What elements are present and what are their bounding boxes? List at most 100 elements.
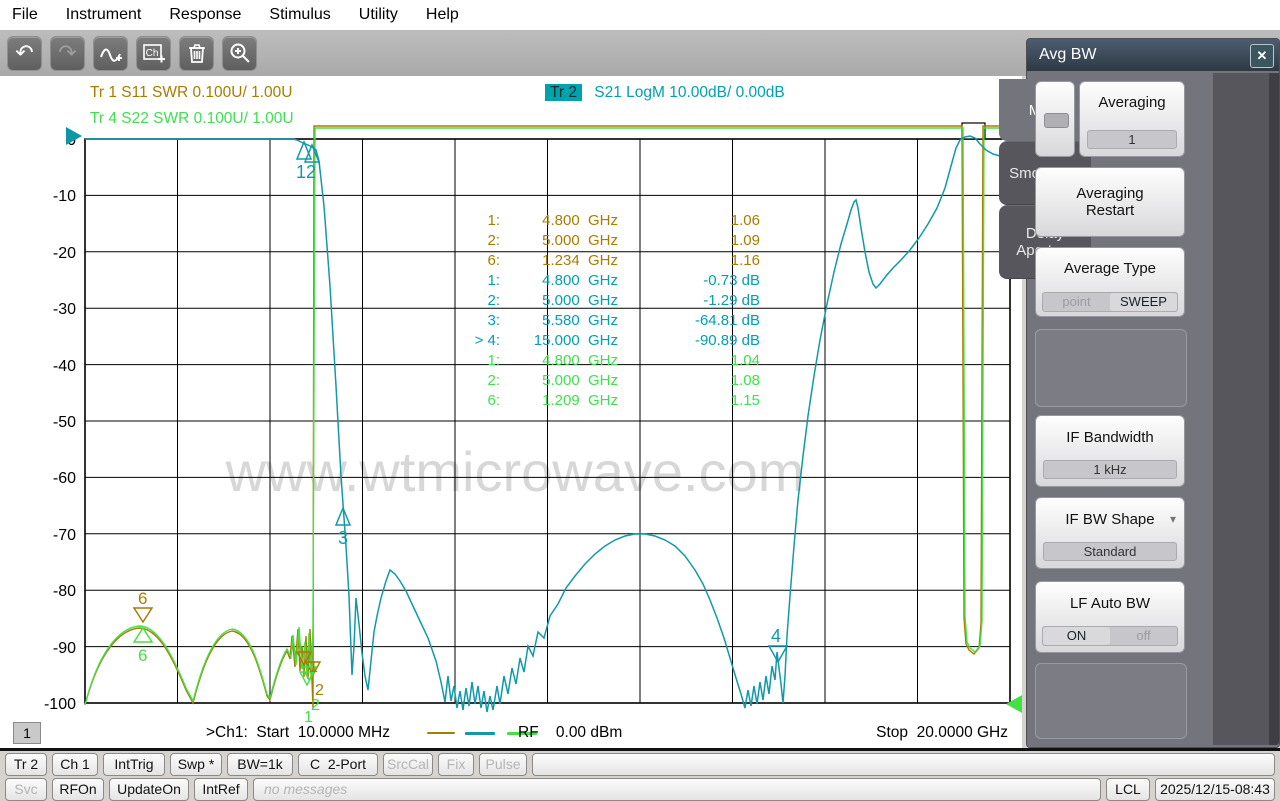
channel-rf-power-label[interactable]: RF 0.00 dBm [518, 724, 623, 741]
panel-close-button[interactable]: ✕ [1250, 44, 1274, 68]
trace-tr4-s22-swr [84, 127, 1010, 706]
marker-tr1-6[interactable] [132, 607, 154, 624]
status-trace-button[interactable]: Tr 2 [5, 752, 47, 776]
status-rf-button[interactable]: RFOn [52, 777, 104, 801]
status-trigger-button[interactable]: IntTrig [103, 752, 165, 776]
svg-text:-80: -80 [53, 583, 76, 600]
status-ref-button[interactable]: IntRef [194, 777, 248, 801]
lf-auto-bw-toggle[interactable]: ON off [1042, 626, 1178, 646]
menu-response[interactable]: Response [169, 6, 242, 23]
panel-placeholder-2 [1035, 663, 1187, 739]
status-update-button[interactable]: UpdateOn [109, 777, 189, 801]
marker-row: 3: 5.580 GHz -64.81 dB [487, 312, 760, 329]
status-pulse-button: Pulse [479, 752, 527, 776]
status-sweep-button[interactable]: Swp * [170, 752, 222, 776]
tr2-trace-swatch [465, 732, 495, 735]
legend-tr4: Tr 4 S22 SWR 0.100U/ 1.00U [90, 110, 294, 128]
marker-tr2-1[interactable] [295, 140, 313, 160]
undo-icon: ↶ [15, 40, 34, 65]
marker-row: 2: 5.000 GHz -1.29 dB [487, 292, 760, 309]
menu-bar: File Instrument Response Stimulus Utilit… [0, 0, 1280, 30]
close-icon: ✕ [1256, 48, 1268, 63]
marker-label-12: 12 [296, 162, 316, 182]
legend-tr1: Tr 1 S11 SWR 0.100U/ 1.00U [90, 84, 292, 102]
legend-tr1-desc: S11 SWR 0.100U/ 1.00U [116, 84, 293, 101]
marker-label-6-green: 6 [138, 646, 147, 665]
panel-edge-strip [1269, 73, 1279, 745]
status-svc-button: Svc [5, 777, 47, 801]
lf-auto-bw-button[interactable]: LF Auto BW ON off [1035, 581, 1185, 653]
chevron-down-icon: ▾ [1169, 512, 1176, 526]
trash-icon [188, 44, 205, 63]
marker-tr2-4[interactable] [767, 645, 789, 664]
averaging-button[interactable]: Averaging 1 [1079, 81, 1185, 157]
if-bandwidth-button[interactable]: IF Bandwidth 1 kHz [1035, 415, 1185, 487]
averaging-led-indicator [1044, 113, 1069, 128]
marker-tr4-2[interactable] [300, 666, 318, 682]
tr4-trace-swatch [507, 732, 537, 735]
marker-label-2-green: 2 [311, 697, 320, 714]
menu-instrument[interactable]: Instrument [65, 6, 142, 23]
redo-button[interactable]: ↷ [50, 35, 85, 71]
marker-tr2-2[interactable] [303, 143, 321, 163]
add-trace-button[interactable] [93, 35, 128, 71]
if-bandwidth-label: IF Bandwidth [1066, 429, 1154, 446]
averaging-restart-button[interactable]: Averaging Restart [1035, 167, 1185, 237]
marker-row: 1: 4.800 GHz 1.04 [487, 352, 760, 369]
average-type-toggle[interactable]: point SWEEP [1042, 292, 1178, 312]
lf-auto-bw-off-option[interactable]: off [1136, 628, 1151, 643]
marker-tr4-6[interactable] [132, 626, 154, 643]
status-fix-button: Fix [438, 752, 474, 776]
menu-utility[interactable]: Utility [358, 6, 398, 23]
marker-row: 6: 1.234 GHz 1.16 [487, 252, 760, 269]
if-bw-shape-button[interactable]: IF BW Shape ▾ Standard [1035, 497, 1185, 569]
marker-row: 1: 4.800 GHz 1.06 [487, 212, 760, 229]
panel-tab-column [1213, 73, 1279, 745]
status-srccal-button: SrcCal [383, 752, 433, 776]
svg-text:-20: -20 [53, 245, 76, 262]
menu-file[interactable]: File [12, 6, 38, 23]
marker-tr2-3[interactable] [334, 506, 352, 526]
marker-row: 2: 5.000 GHz 1.09 [487, 232, 760, 249]
tr1-trace-swatch [427, 732, 455, 734]
if-bw-shape-value: Standard [1043, 542, 1177, 561]
add-channel-button[interactable]: Ch [136, 35, 171, 71]
average-type-label: Average Type [1063, 260, 1156, 277]
status-datetime: 2025/12/15-08:43 [1155, 777, 1275, 801]
divider [0, 748, 1280, 751]
svg-text:-30: -30 [53, 301, 76, 318]
lf-auto-bw-on-option[interactable]: ON [1043, 627, 1110, 645]
marker-tr1-1[interactable] [295, 651, 313, 667]
channel-start-label[interactable]: >Ch1: Start 10.0000 MHz [206, 724, 390, 741]
average-type-button[interactable]: Average Type point SWEEP [1035, 247, 1185, 317]
legend-tr2-active-chip[interactable]: Tr 2 [545, 84, 582, 101]
panel-placeholder-1 [1035, 329, 1187, 407]
averaging-value: 1 [1087, 130, 1177, 149]
marker-row-active: > 4: 15.000 GHz -90.89 dB [474, 332, 760, 349]
average-type-point-option[interactable]: point [1062, 294, 1091, 309]
undo-button[interactable]: ↶ [7, 35, 42, 71]
menu-stimulus[interactable]: Stimulus [269, 6, 331, 23]
marker-tr1-2[interactable] [304, 661, 322, 677]
panel-title-bar[interactable]: Avg BW [1027, 39, 1279, 71]
menu-help[interactable]: Help [425, 6, 459, 23]
redo-icon: ↷ [58, 40, 77, 65]
if-bandwidth-value: 1 kHz [1043, 460, 1177, 479]
status-cal-button[interactable]: C 2-Port [298, 752, 378, 776]
average-type-sweep-option[interactable]: SWEEP [1110, 293, 1177, 311]
status-channel-button[interactable]: Ch 1 [52, 752, 98, 776]
status-lcl-button[interactable]: LCL [1106, 777, 1150, 801]
marker-label-6-olive: 6 [138, 589, 147, 608]
delete-button[interactable] [179, 35, 214, 71]
averaging-led-button[interactable] [1035, 81, 1075, 157]
channel-stop-label[interactable]: Stop 20.0000 GHz [876, 724, 1008, 741]
marker-label-1-green: 1 [304, 709, 313, 726]
channel-number-badge[interactable]: 1 [13, 722, 41, 744]
status-bandwidth-button[interactable]: BW=1k [227, 752, 293, 776]
averaging-label: Averaging [1098, 94, 1166, 111]
graph-svg: www.wtmicrowave.com 0 -10 -20 -30 -40 -5… [44, 122, 1022, 726]
zoom-in-button[interactable] [222, 35, 257, 71]
marker-row: 2: 5.000 GHz 1.08 [487, 372, 760, 389]
svg-text:-90: -90 [53, 640, 76, 657]
